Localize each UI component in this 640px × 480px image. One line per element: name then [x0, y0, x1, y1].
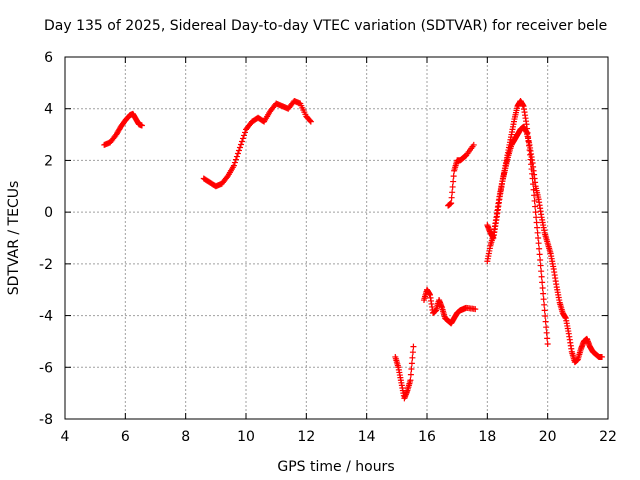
- x-tick-label: 12: [297, 429, 315, 445]
- data-point: [409, 354, 416, 361]
- data-point: [231, 159, 238, 166]
- plot-frame: [64, 56, 609, 420]
- data-point: [409, 349, 416, 356]
- data-point: [450, 173, 457, 180]
- data-point: [533, 219, 540, 226]
- data-point: [535, 240, 542, 247]
- x-tick-label: 6: [121, 429, 130, 445]
- y-tick-label: -2: [39, 257, 53, 273]
- data-point: [238, 138, 245, 145]
- data-point: [543, 329, 550, 336]
- y-tick-label: -8: [39, 412, 53, 428]
- y-tick-label: 0: [44, 205, 53, 221]
- x-tick-label: 16: [418, 429, 436, 445]
- data-point: [543, 324, 550, 331]
- data-point: [410, 343, 417, 350]
- data-point: [540, 290, 547, 297]
- x-tick-label: 22: [599, 429, 617, 445]
- x-axis-label: GPS time / hours: [277, 459, 394, 475]
- data-point: [233, 153, 240, 160]
- x-tick-label: 8: [181, 429, 190, 445]
- data-point: [237, 141, 244, 148]
- data-point: [408, 360, 415, 367]
- data-point: [537, 256, 544, 263]
- data-point: [449, 183, 456, 190]
- data-point: [239, 135, 246, 142]
- data-point: [542, 313, 549, 320]
- data-point: [544, 335, 551, 342]
- data-point: [138, 122, 145, 129]
- points-layer: [101, 97, 605, 402]
- series-segment-2: [200, 97, 314, 190]
- y-tick-label: 4: [44, 102, 53, 118]
- data-point: [234, 150, 241, 157]
- series-segment-1: [101, 110, 145, 148]
- y-tick-label: 6: [44, 50, 53, 66]
- data-point: [536, 245, 543, 252]
- data-point: [408, 366, 415, 373]
- data-point: [536, 251, 543, 258]
- data-point: [541, 301, 548, 308]
- data-point: [532, 209, 539, 216]
- ticks-layer: 4 6 8 10 12 14 16 18 20 22 -8 -6 -4 -2 0 2 4 6: [39, 50, 617, 445]
- y-tick-label: 2: [44, 153, 53, 169]
- x-tick-label: 4: [61, 429, 70, 445]
- data-point: [541, 307, 548, 314]
- x-tick-label: 18: [478, 429, 496, 445]
- x-tick-label: 10: [237, 429, 255, 445]
- data-point: [307, 117, 314, 124]
- data-point: [223, 174, 230, 181]
- data-point: [544, 341, 551, 348]
- data-point: [533, 214, 540, 221]
- data-point: [241, 129, 248, 136]
- data-point: [407, 371, 414, 378]
- data-point: [236, 144, 243, 151]
- data-point: [448, 200, 455, 207]
- series-segment-7: [484, 123, 605, 366]
- data-point: [232, 156, 239, 163]
- series-segment-5: [445, 141, 477, 209]
- data-point: [534, 224, 541, 231]
- data-point: [539, 279, 546, 286]
- x-tick-label: 14: [358, 429, 376, 445]
- series-segment-3: [392, 343, 417, 402]
- series-segment-4: [420, 286, 479, 327]
- data-point: [535, 235, 542, 241]
- data-point: [538, 273, 545, 280]
- data-point: [230, 162, 237, 169]
- y-tick-label: -6: [39, 360, 53, 376]
- data-point: [538, 268, 545, 275]
- y-axis-label: SDTVAR / TECUs: [6, 181, 22, 296]
- data-point: [534, 229, 541, 236]
- data-point: [240, 132, 247, 139]
- data-point: [450, 178, 457, 185]
- data-point: [470, 141, 477, 148]
- data-point: [537, 262, 544, 269]
- x-tick-label: 20: [539, 429, 557, 445]
- data-point: [532, 203, 539, 210]
- y-tick-label: -4: [39, 309, 53, 325]
- data-point: [540, 296, 547, 303]
- chart-title: Day 135 of 2025, Sidereal Day-to-day VTE…: [44, 18, 607, 34]
- data-point: [539, 284, 546, 291]
- data-point: [449, 189, 456, 196]
- data-point: [307, 118, 314, 125]
- data-point: [448, 194, 455, 201]
- data-point: [531, 197, 538, 204]
- grid-layer: [65, 57, 608, 419]
- data-point: [598, 353, 605, 360]
- data-point: [542, 318, 549, 325]
- data-point: [407, 377, 414, 384]
- data-point: [235, 147, 242, 154]
- data-point: [472, 306, 479, 313]
